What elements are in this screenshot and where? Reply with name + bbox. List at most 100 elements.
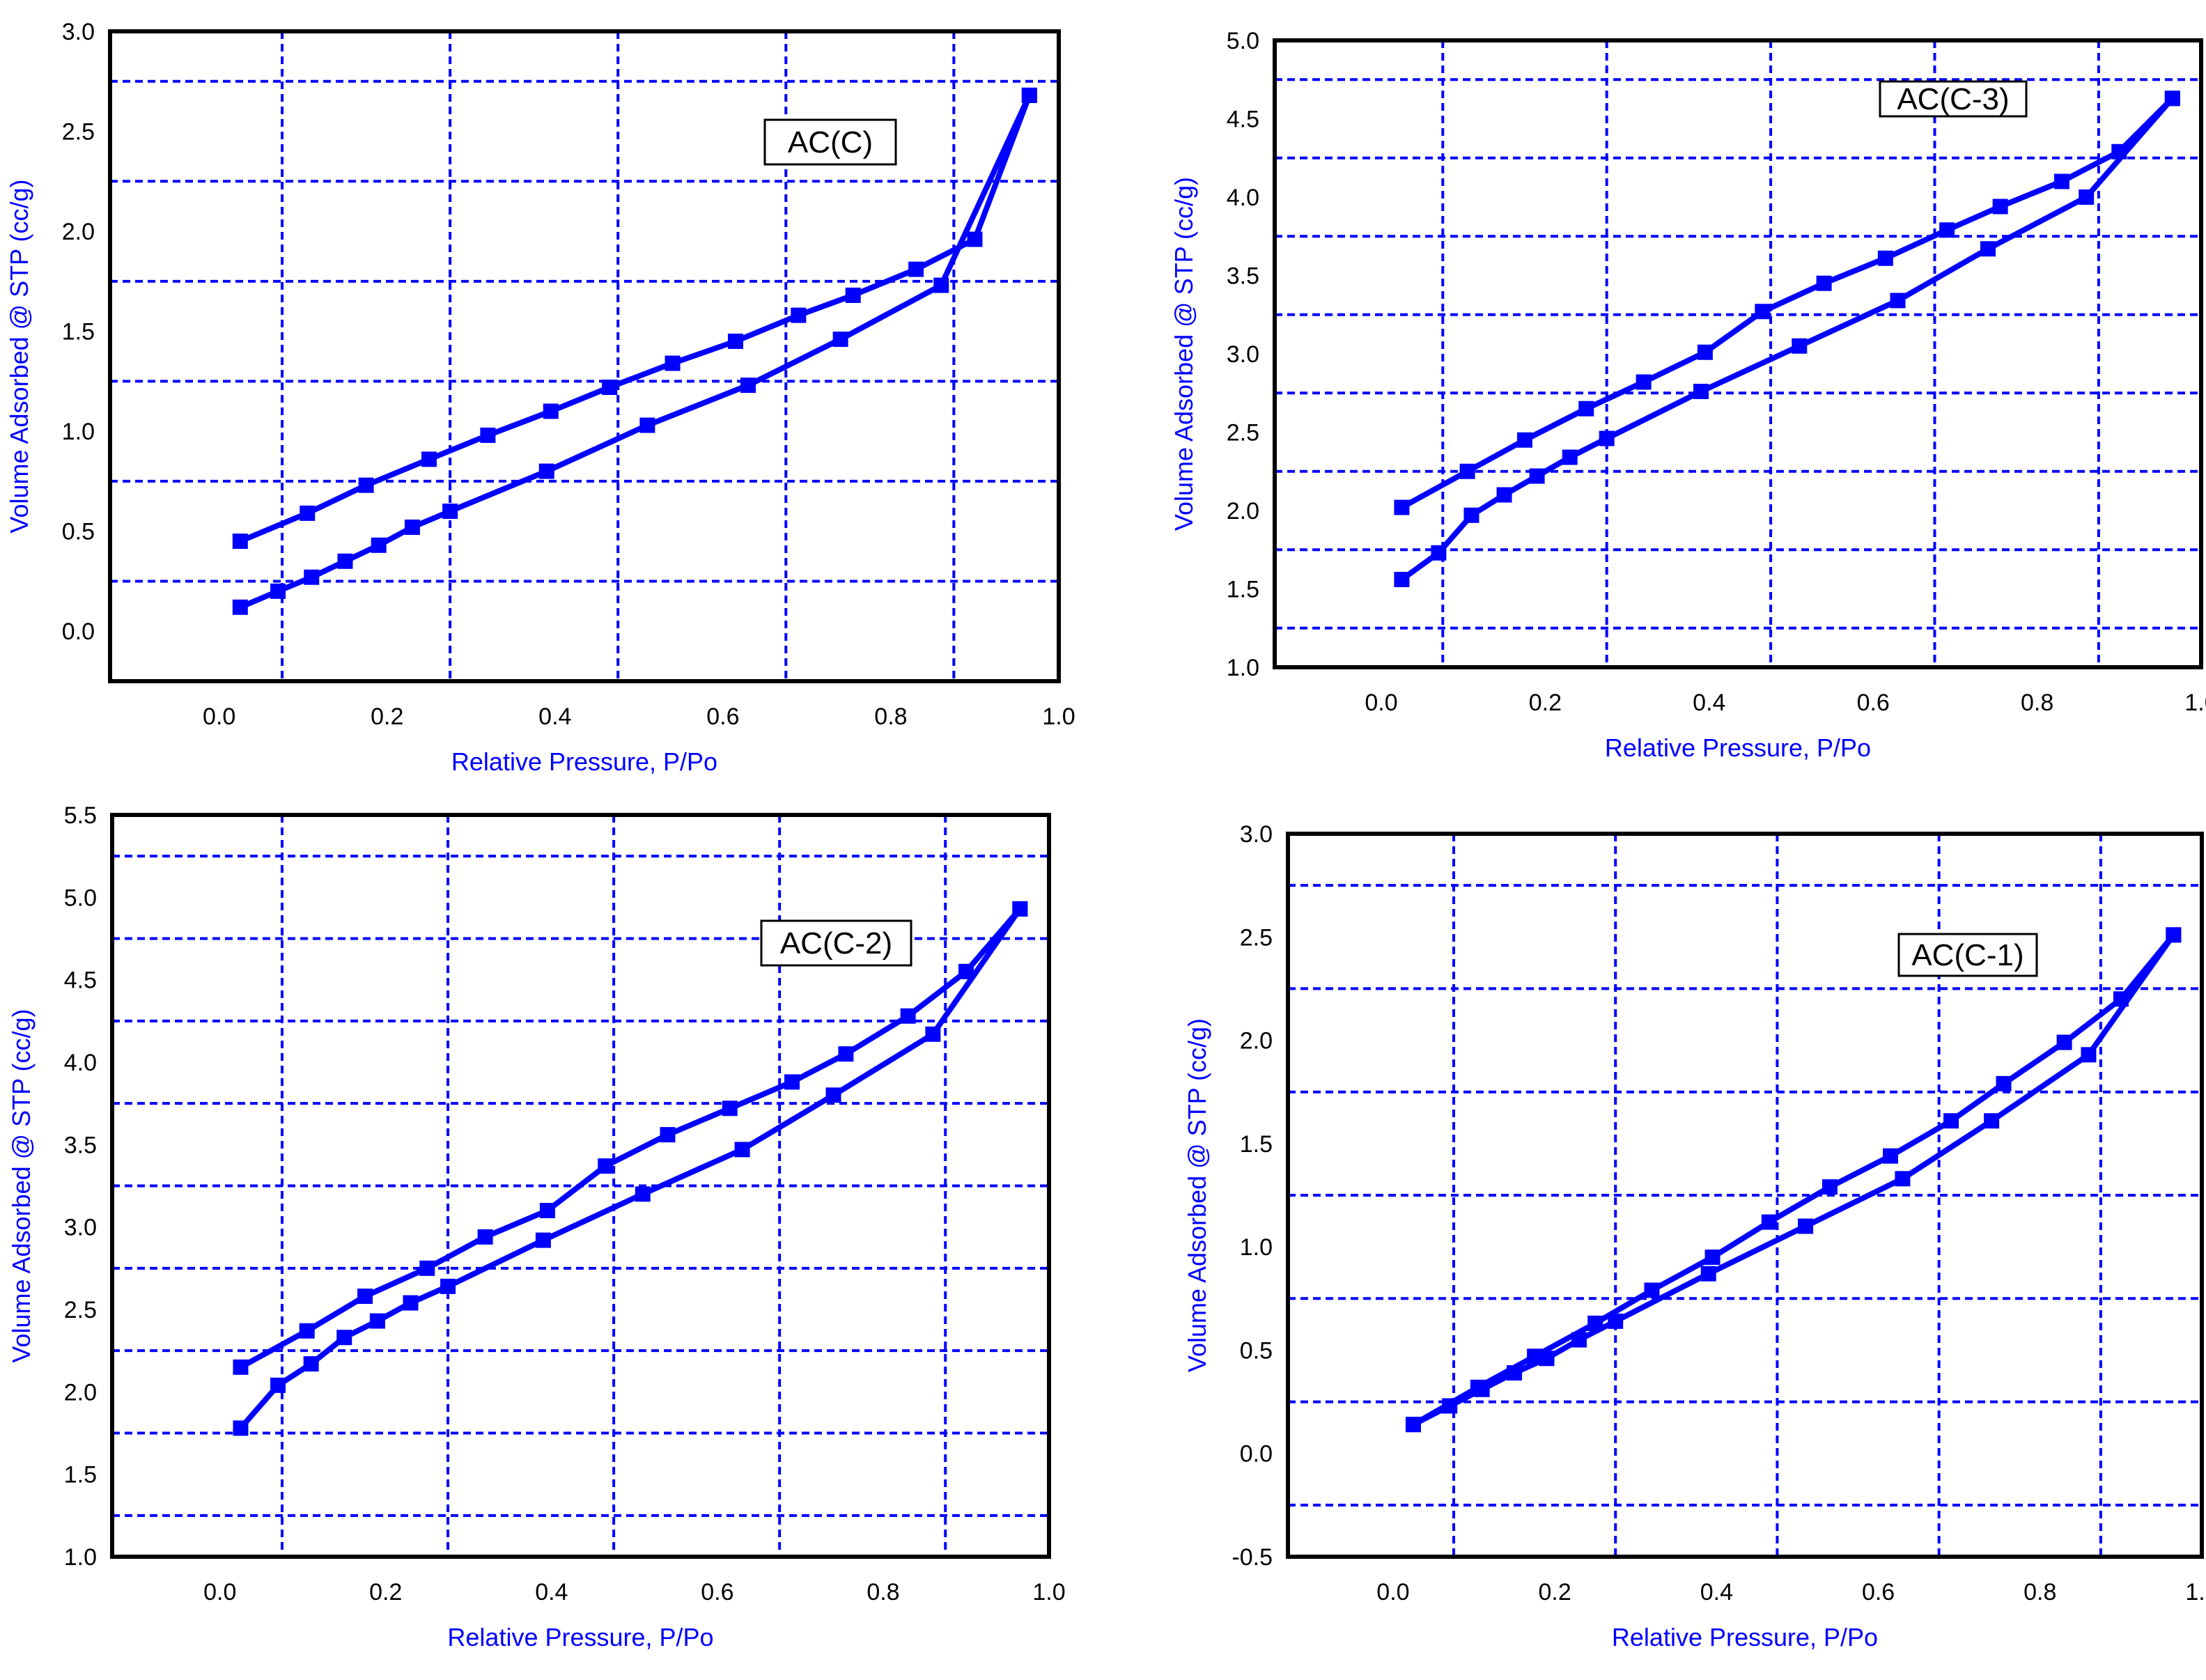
data-point-desorption <box>1012 901 1028 917</box>
data-point-desorption <box>845 287 861 303</box>
series-line-adsorption <box>1400 96 2175 582</box>
data-point-desorption <box>1021 87 1037 103</box>
x-tick-label: 0.0 <box>1365 690 1397 716</box>
data-point-desorption <box>967 231 983 247</box>
data-point-desorption <box>1587 1315 1603 1331</box>
data-point-desorption <box>1755 304 1771 320</box>
data-point-adsorption <box>233 1420 249 1436</box>
series-line-desorption <box>239 94 1032 544</box>
plot-frame <box>1273 38 2203 669</box>
y-tick-label: 3.0 <box>64 1215 97 1241</box>
series-line-desorption <box>239 907 1023 1370</box>
y-tick-label: 1.5 <box>62 319 95 345</box>
data-point-desorption <box>598 1158 614 1174</box>
plot-frame <box>110 813 1051 1559</box>
data-point-desorption <box>1877 250 1893 266</box>
data-point-adsorption <box>639 417 655 433</box>
x-tick-label: 0.8 <box>2024 1579 2056 1605</box>
y-tick-label: 3.0 <box>1227 341 1259 368</box>
series-line-adsorption <box>239 94 1032 610</box>
data-point-adsorption <box>1463 507 1479 523</box>
y-tick-label: 2.5 <box>64 1297 97 1323</box>
data-point-desorption <box>1636 374 1652 390</box>
data-point-adsorption <box>1562 449 1578 465</box>
y-tick-label: 4.0 <box>1227 185 1259 211</box>
x-axis-label: Relative Pressure, P/Po <box>451 747 717 776</box>
y-axis-label: Volume Adsorbed @ STP (cc/g) <box>1183 1018 1211 1372</box>
x-tick-label: 0.2 <box>371 703 403 730</box>
x-tick-label: 0.6 <box>1857 690 1890 716</box>
y-tick-label: 3.5 <box>64 1132 97 1158</box>
data-point-desorption <box>419 1260 435 1276</box>
x-tick-label: 0.2 <box>1529 690 1562 716</box>
plot-frame <box>1286 832 2204 1559</box>
y-tick-label: 2.5 <box>1240 924 1273 951</box>
x-tick-label: 0.8 <box>867 1579 899 1605</box>
legend: AC(C-1) <box>1897 933 2038 977</box>
data-point-desorption <box>232 534 248 550</box>
data-point-desorption <box>300 505 316 521</box>
x-tick-label: 0.2 <box>1539 1579 1571 1605</box>
data-point-adsorption <box>1599 430 1615 446</box>
chart-group: 0.0 0.2 0.4 0.6 0.8 1.0 1.0 1.5 2.0 2.5 3.0 3.5 4.0 4… <box>1170 28 2206 762</box>
y-tick-label: 2.0 <box>1227 498 1259 524</box>
y-tick-label: 1.5 <box>1227 577 1259 603</box>
data-point-desorption <box>1821 1179 1838 1195</box>
data-point-adsorption <box>1496 487 1512 503</box>
y-tick-label: 0.5 <box>62 519 95 545</box>
y-tick-label: 1.0 <box>62 419 95 445</box>
data-point-desorption <box>665 355 681 371</box>
plot-frame <box>108 29 1061 683</box>
data-point-adsorption <box>304 569 320 585</box>
x-tick-label: 0.4 <box>1700 1579 1733 1605</box>
y-axis-label: Volume Adsorbed @ STP (cc/g) <box>1170 177 1198 531</box>
data-point-desorption <box>2056 1034 2072 1050</box>
data-point-desorption <box>1939 222 1955 238</box>
legend-label: AC(C-2) <box>780 926 892 960</box>
data-point-desorption <box>1704 1249 1720 1265</box>
data-point-desorption <box>1405 1417 1421 1433</box>
data-point-adsorption <box>825 1087 841 1103</box>
data-point-adsorption <box>832 332 848 348</box>
data-point-desorption <box>1882 1148 1898 1164</box>
data-point-desorption <box>357 1289 373 1305</box>
data-point-adsorption <box>336 1330 352 1346</box>
chart-group: 0.0 0.2 0.4 0.6 0.8 1.0 -0.5 0.0 0.5 1.0 1.5 2.0 2.5… <box>1183 821 2206 1651</box>
y-tick-label: 2.5 <box>1227 420 1259 446</box>
data-point-desorption <box>358 477 374 493</box>
x-tick-label: 1.0 <box>2185 1579 2206 1605</box>
y-tick-label: 4.5 <box>64 967 97 994</box>
x-tick-label: 1.0 <box>2184 690 2206 716</box>
data-point-adsorption <box>734 1142 750 1158</box>
series-line-desorption <box>1400 96 2175 511</box>
data-point-adsorption <box>933 277 949 293</box>
y-tick-label: 4.5 <box>1227 107 1259 133</box>
data-point-adsorption <box>1608 1313 1624 1329</box>
data-point-adsorption <box>1984 1113 2000 1129</box>
data-point-desorption <box>2164 91 2180 107</box>
data-point-adsorption <box>1792 338 1808 354</box>
legend-box <box>1897 933 2038 977</box>
y-tick-label: 1.0 <box>1240 1234 1273 1261</box>
data-point-desorption <box>1816 275 1832 291</box>
data-point-adsorption <box>337 553 353 569</box>
x-tick-label: 0.6 <box>701 1579 733 1605</box>
data-point-adsorption <box>369 1313 385 1329</box>
chart-ac-c-3: 0.0 0.2 0.4 0.6 0.8 1.0 1.0 1.5 2.0 2.5 3.0 3.5 4.0 4… <box>1170 28 2206 762</box>
data-point-desorption <box>1516 432 1532 448</box>
data-point-adsorption <box>442 503 458 519</box>
y-tick-label: 2.0 <box>1240 1028 1273 1055</box>
data-point-adsorption <box>1890 293 1906 309</box>
y-tick-label: 2.0 <box>62 219 95 245</box>
data-point-adsorption <box>440 1278 456 1294</box>
data-point-desorption <box>958 963 974 979</box>
data-point-desorption <box>2113 991 2129 1007</box>
data-point-adsorption <box>1529 468 1545 484</box>
y-tick-label: 1.0 <box>64 1544 97 1571</box>
data-point-desorption <box>299 1323 315 1339</box>
x-tick-label: 0.0 <box>1376 1579 1409 1605</box>
x-axis-label: Relative Pressure, P/Po <box>1605 733 1871 762</box>
data-point-adsorption <box>2079 189 2095 205</box>
legend-box <box>760 919 912 967</box>
data-point-desorption <box>1943 1113 1959 1129</box>
